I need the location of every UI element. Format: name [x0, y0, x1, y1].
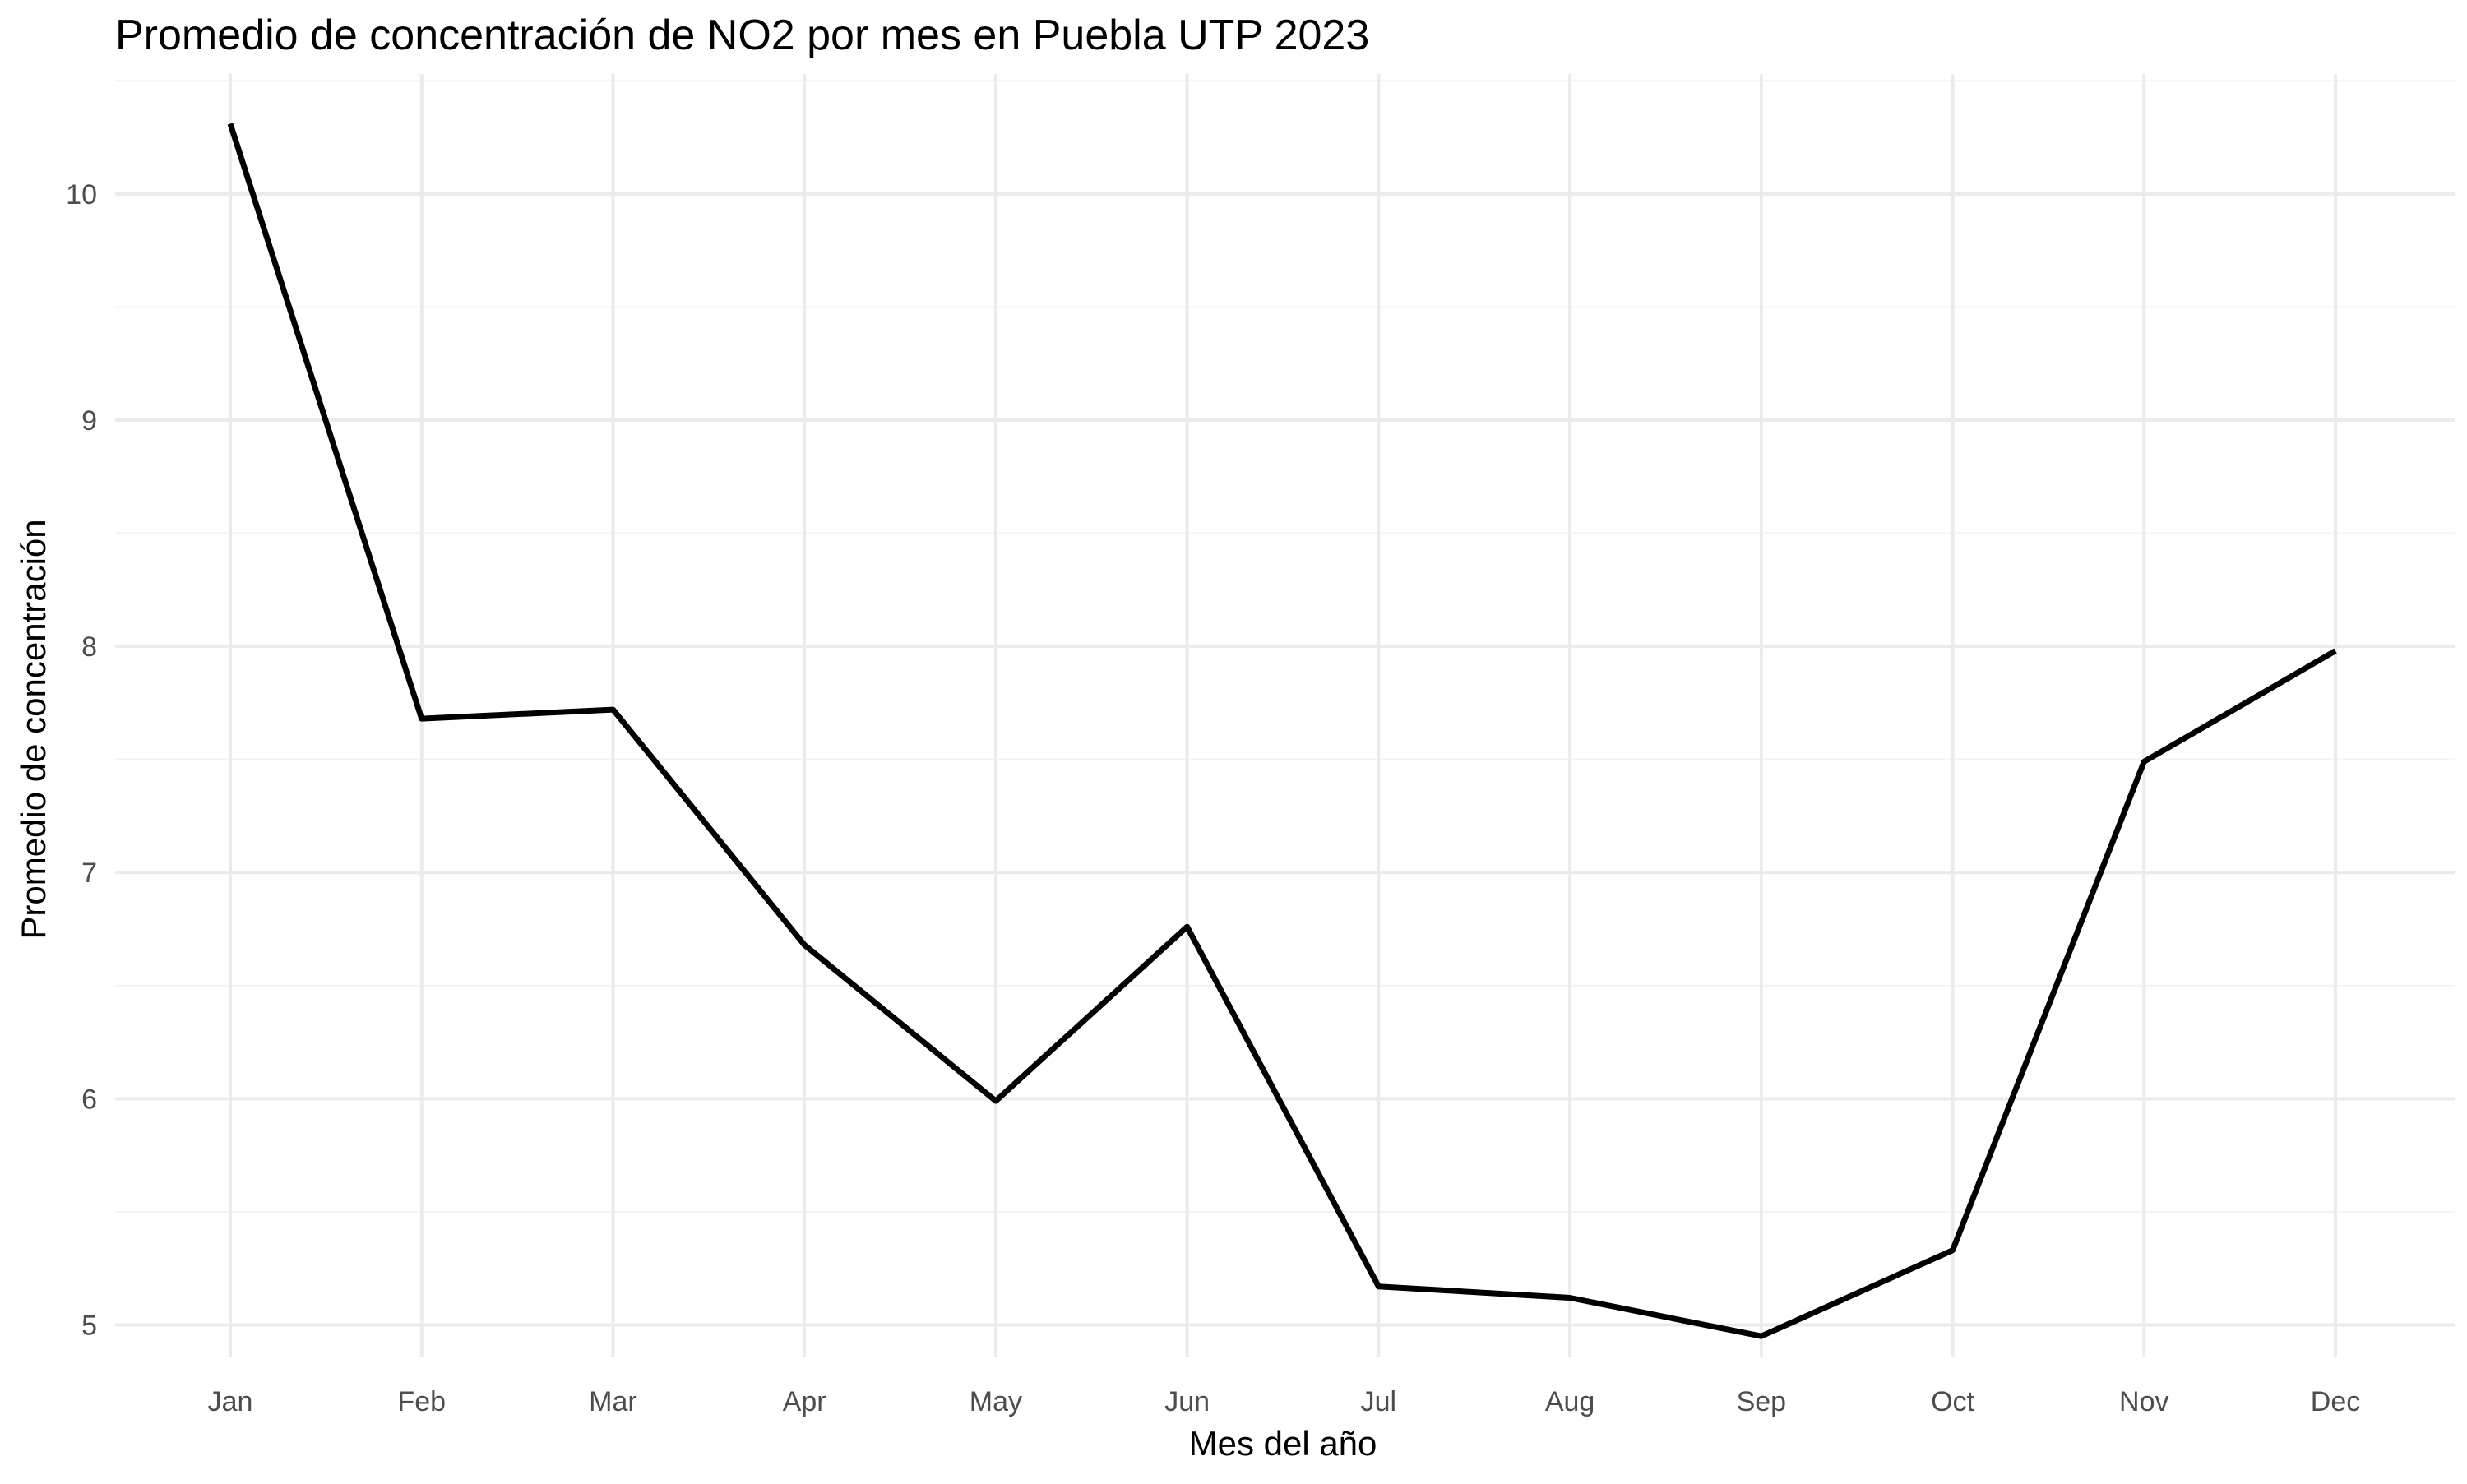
series-layer [227, 123, 2337, 1339]
x-tick-label: Dec [2311, 1386, 2360, 1417]
x-tick-label: Apr [783, 1386, 826, 1417]
minor-gridlines [115, 80, 2455, 1213]
y-axis-title: Promedio de concentración [14, 519, 53, 939]
x-tick-label: Jun [1164, 1386, 1210, 1417]
x-tick-label: Jul [1361, 1386, 1396, 1417]
x-tick-label: Mar [589, 1386, 637, 1417]
y-tick-label: 8 [81, 631, 97, 663]
y-axis-tick-labels: 5 6 7 8 9 10 [66, 179, 97, 1342]
y-tick-label: 5 [81, 1310, 97, 1341]
series-line [227, 123, 2337, 1339]
y-tick-label: 9 [81, 405, 97, 437]
x-tick-label: Aug [1545, 1386, 1595, 1417]
y-tick-label: 7 [81, 858, 97, 889]
y-tick-label: 6 [81, 1084, 97, 1115]
x-tick-label: Jan [208, 1386, 253, 1417]
x-tick-label: Nov [2119, 1386, 2168, 1417]
x-axis-title: Mes del año [1189, 1424, 1377, 1463]
x-tick-label: May [970, 1386, 1022, 1417]
x-tick-label: Oct [1931, 1386, 1974, 1417]
y-tick-label: 10 [66, 179, 97, 210]
x-axis-tick-labels: Jan Feb Mar Apr May Jun Jul Aug Sep Oct Nov Dec [208, 1386, 2361, 1417]
x-tick-label: Feb [397, 1386, 446, 1417]
chart-title: Promedio de concentración de NO2 por mes… [115, 12, 1369, 59]
x-tick-label: Sep [1737, 1386, 1787, 1417]
